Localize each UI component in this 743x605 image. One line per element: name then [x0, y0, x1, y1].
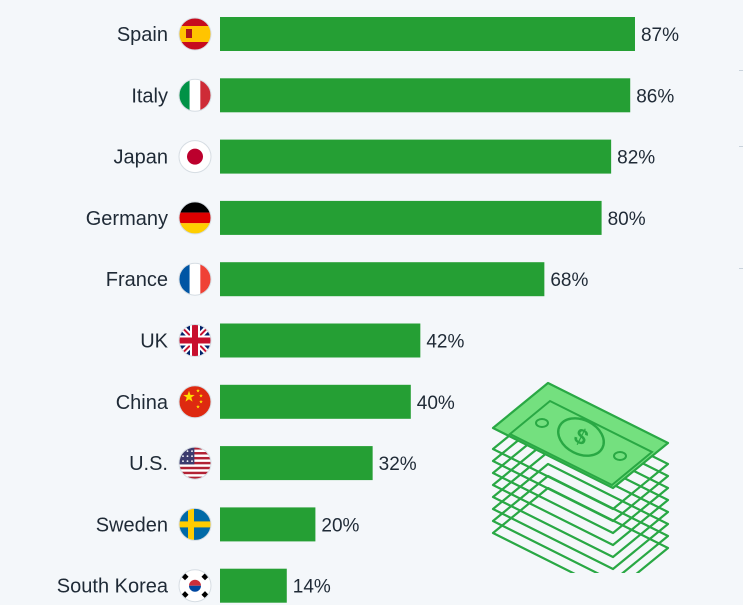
- bar: [220, 384, 411, 419]
- bar: [220, 78, 631, 113]
- value-label: 14%: [293, 577, 331, 598]
- category-label: Italy: [131, 85, 168, 107]
- flag-spain-icon: [178, 17, 212, 51]
- bar: [220, 17, 635, 51]
- bar: [220, 139, 612, 174]
- flag-south-korea-icon: [178, 569, 212, 603]
- flag-japan-icon: [178, 140, 212, 174]
- value-label: 82%: [617, 148, 655, 169]
- value-label: 40%: [417, 393, 455, 414]
- bar: [220, 568, 287, 603]
- flag-us-icon: [178, 446, 212, 480]
- value-label: 86%: [636, 86, 674, 107]
- flag-france-icon: [178, 262, 212, 296]
- bar: [220, 200, 602, 235]
- category-label: France: [106, 269, 168, 291]
- category-label: UK: [140, 331, 168, 353]
- edge-tick-mark: [739, 70, 743, 71]
- money-stack-icon: $: [491, 381, 670, 573]
- category-label: Japan: [114, 147, 169, 169]
- value-label: 68%: [550, 270, 588, 291]
- edge-tick-mark: [739, 146, 743, 147]
- flag-uk-icon: [178, 324, 212, 357]
- value-label: 20%: [321, 515, 359, 536]
- flag-sweden-icon: [178, 507, 212, 541]
- flag-italy-icon: [178, 78, 212, 112]
- value-label: 80%: [608, 209, 646, 230]
- value-label: 87%: [641, 25, 679, 46]
- value-label: 32%: [379, 454, 417, 475]
- bar: [220, 507, 316, 542]
- flag-germany-icon: [178, 201, 212, 235]
- value-label: 42%: [426, 332, 464, 353]
- category-label: China: [116, 392, 169, 414]
- category-label: U.S.: [129, 453, 168, 475]
- bar: [220, 323, 421, 358]
- flag-china-icon: [178, 385, 212, 419]
- edge-tick-mark: [739, 268, 743, 269]
- bar: [220, 262, 545, 297]
- category-label: South Korea: [57, 576, 169, 598]
- category-label: Spain: [117, 24, 168, 46]
- category-label: Sweden: [96, 514, 168, 536]
- category-label: Germany: [86, 208, 168, 230]
- bar: [220, 446, 373, 481]
